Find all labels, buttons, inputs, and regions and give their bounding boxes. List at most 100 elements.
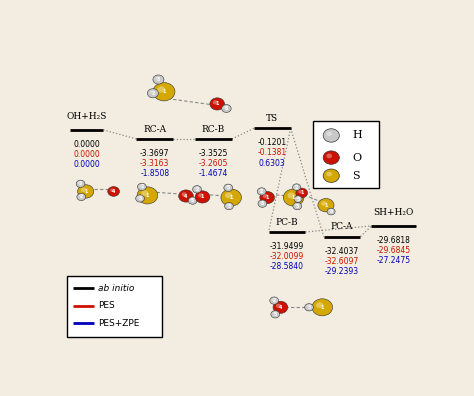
Text: -0.1201: -0.1201 xyxy=(258,138,287,147)
Text: 3: 3 xyxy=(296,196,300,202)
Bar xyxy=(66,276,162,337)
Text: 3: 3 xyxy=(79,181,82,187)
Text: 3: 3 xyxy=(227,204,231,209)
Text: -3.2605: -3.2605 xyxy=(199,159,228,168)
Circle shape xyxy=(323,151,339,164)
Text: -3.3163: -3.3163 xyxy=(140,159,169,168)
Text: -3.3525: -3.3525 xyxy=(199,149,228,158)
Text: 3: 3 xyxy=(329,209,333,214)
Text: S: S xyxy=(352,171,360,181)
Text: -3.3697: -3.3697 xyxy=(140,149,170,158)
Text: 2: 2 xyxy=(151,91,155,96)
Text: -1.8508: -1.8508 xyxy=(140,169,169,178)
Circle shape xyxy=(153,75,164,84)
Circle shape xyxy=(153,83,175,101)
Circle shape xyxy=(139,185,142,187)
Circle shape xyxy=(296,197,299,200)
Circle shape xyxy=(77,193,86,201)
Circle shape xyxy=(258,200,267,207)
Circle shape xyxy=(141,190,148,196)
Text: OH+H₂S: OH+H₂S xyxy=(67,112,107,121)
Text: 2: 2 xyxy=(140,185,144,189)
Text: PES+ZPE: PES+ZPE xyxy=(98,319,139,328)
Circle shape xyxy=(192,186,201,193)
Text: 4: 4 xyxy=(112,189,115,194)
Bar xyxy=(313,121,379,188)
Circle shape xyxy=(263,194,268,198)
Circle shape xyxy=(195,191,210,203)
Circle shape xyxy=(272,299,274,301)
Circle shape xyxy=(294,185,297,188)
Circle shape xyxy=(328,209,331,212)
Text: 0.6303: 0.6303 xyxy=(259,158,286,168)
Text: 5: 5 xyxy=(273,312,277,317)
Text: RC-B: RC-B xyxy=(202,124,225,133)
Circle shape xyxy=(287,192,295,198)
Text: O: O xyxy=(352,152,362,163)
Circle shape xyxy=(157,86,165,93)
Circle shape xyxy=(276,304,281,308)
Circle shape xyxy=(137,183,146,190)
Text: SH+H₂O: SH+H₂O xyxy=(374,208,414,217)
Text: 4: 4 xyxy=(184,194,188,198)
Circle shape xyxy=(210,98,225,110)
Text: 2: 2 xyxy=(295,185,298,190)
Circle shape xyxy=(293,202,302,210)
Text: 5: 5 xyxy=(227,185,230,190)
Text: -31.9499: -31.9499 xyxy=(270,242,304,251)
Circle shape xyxy=(298,190,302,194)
Text: -32.4037: -32.4037 xyxy=(325,247,359,256)
Circle shape xyxy=(259,189,262,192)
Text: ab initio: ab initio xyxy=(98,284,134,293)
Text: 2: 2 xyxy=(273,298,276,303)
Circle shape xyxy=(147,89,158,98)
Text: 4: 4 xyxy=(279,305,282,310)
Circle shape xyxy=(226,204,229,206)
Circle shape xyxy=(271,311,280,318)
Circle shape xyxy=(194,187,198,190)
Circle shape xyxy=(224,184,233,191)
Circle shape xyxy=(110,188,114,192)
Circle shape xyxy=(312,299,333,316)
Circle shape xyxy=(327,154,332,158)
Text: 1: 1 xyxy=(84,189,87,194)
Circle shape xyxy=(257,188,266,195)
Text: 3: 3 xyxy=(157,77,160,82)
Text: PC-A: PC-A xyxy=(331,222,353,231)
Circle shape xyxy=(78,182,81,184)
Circle shape xyxy=(306,305,310,308)
Text: -27.2475: -27.2475 xyxy=(376,256,410,265)
Text: 1: 1 xyxy=(324,203,328,208)
Text: 1: 1 xyxy=(146,193,149,198)
Circle shape xyxy=(108,187,119,196)
Circle shape xyxy=(327,131,332,136)
Circle shape xyxy=(323,169,339,183)
Text: 1: 1 xyxy=(201,194,204,200)
Text: 0.0000: 0.0000 xyxy=(73,160,100,169)
Circle shape xyxy=(305,304,313,311)
Circle shape xyxy=(155,77,159,80)
Text: 1: 1 xyxy=(265,195,269,200)
Text: TS: TS xyxy=(266,114,278,123)
Circle shape xyxy=(226,186,228,188)
Text: 3: 3 xyxy=(296,204,299,209)
Circle shape xyxy=(296,188,308,198)
Text: 5: 5 xyxy=(191,198,194,203)
Text: -28.5840: -28.5840 xyxy=(270,262,304,271)
Text: 1: 1 xyxy=(229,195,233,200)
Circle shape xyxy=(79,195,82,197)
Circle shape xyxy=(150,91,154,94)
Text: -32.0099: -32.0099 xyxy=(270,252,304,261)
Circle shape xyxy=(260,191,274,204)
Circle shape xyxy=(78,185,94,198)
Text: 5: 5 xyxy=(225,106,228,111)
Circle shape xyxy=(270,297,279,304)
Circle shape xyxy=(81,187,87,192)
Circle shape xyxy=(292,184,301,190)
Text: 3: 3 xyxy=(138,196,142,201)
Circle shape xyxy=(137,196,140,199)
Text: 1: 1 xyxy=(320,305,324,310)
Circle shape xyxy=(179,190,193,202)
Text: 1: 1 xyxy=(292,195,295,200)
Circle shape xyxy=(136,195,145,202)
